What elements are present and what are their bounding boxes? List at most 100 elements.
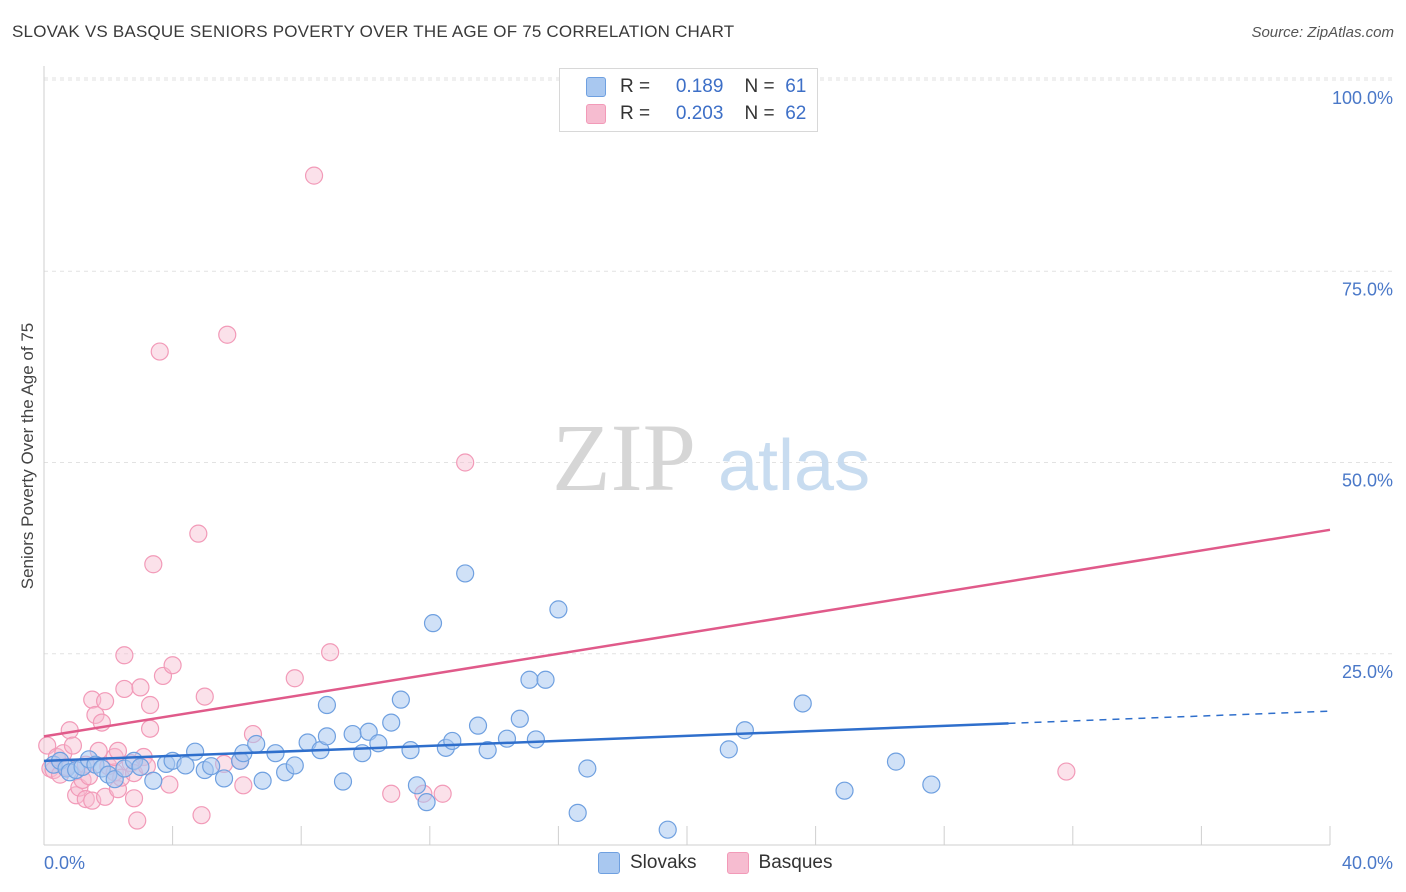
data-point-basques <box>218 325 237 344</box>
legend-swatch-slovaks <box>598 852 620 874</box>
data-point-slovaks <box>568 803 587 822</box>
data-point-slovaks <box>423 614 443 633</box>
data-point-basques <box>433 784 452 803</box>
data-point-basques <box>140 719 160 738</box>
data-point-slovaks <box>468 716 488 735</box>
axes <box>43 66 1331 846</box>
data-point-slovaks <box>401 741 420 760</box>
tick-labels: 25.0% 50.0% 75.0% 100.0% 0.0% 40.0% <box>44 88 1393 873</box>
data-point-slovaks <box>536 670 555 689</box>
data-point-slovaks <box>478 741 497 760</box>
data-point-slovaks <box>253 771 272 790</box>
source-label: Source: ZipAtlas.com <box>1251 24 1394 41</box>
legend-swatch-basques <box>726 852 749 874</box>
data-point-basques <box>456 453 475 472</box>
data-point-basques <box>285 669 304 688</box>
grid-lines <box>44 77 1395 655</box>
data-point-slovaks <box>247 734 266 754</box>
data-point-slovaks <box>214 769 234 788</box>
data-point-basques <box>150 342 169 361</box>
data-point-basques <box>115 679 134 699</box>
data-point-basques <box>124 789 144 808</box>
legend-item-basques: Basques <box>726 852 833 874</box>
data-point-slovaks <box>658 820 677 839</box>
series-legend: Slovaks Basques <box>598 852 862 874</box>
data-point-slovaks <box>886 752 906 771</box>
trend-lines <box>43 528 1331 763</box>
legend-r-value: 0.203 <box>675 103 724 124</box>
data-point-slovaks <box>317 695 337 715</box>
data-point-slovaks <box>391 690 410 709</box>
chart-title: SLOVAK VS BASQUE SENIORS POVERTY OVER TH… <box>12 22 735 41</box>
legend-n-label: N = <box>744 76 775 97</box>
y-tick-label: 25.0% <box>1342 662 1393 682</box>
data-point-slovaks <box>520 670 539 689</box>
data-point-basques <box>1057 762 1076 781</box>
data-point-slovaks <box>186 742 205 761</box>
data-point-slovaks <box>317 727 337 746</box>
y-tick-label: 75.0% <box>1342 279 1393 299</box>
data-point-slovaks <box>285 756 304 775</box>
legend-row-basques: R = 0.203 N = 62 <box>586 101 806 127</box>
legend-label-basques: Basques <box>758 852 833 873</box>
legend-n-value: 61 <box>785 76 807 97</box>
data-point-basques <box>108 741 128 761</box>
data-point-slovaks <box>922 775 941 794</box>
y-tick-label: 100.0% <box>1332 88 1393 108</box>
stats-legend: R = 0.189 N = 61 R = 0.203 N = 62 <box>559 68 818 132</box>
data-point-basques <box>76 789 95 809</box>
data-point-slovaks <box>343 724 362 744</box>
trend-line-slovaks <box>43 722 1009 763</box>
data-point-basques <box>160 775 179 794</box>
data-point-slovaks <box>456 564 475 583</box>
data-point-basques <box>304 166 324 185</box>
data-point-basques <box>234 776 253 795</box>
data-point-slovaks <box>417 793 436 812</box>
trend-line-slovaks-extension <box>1008 710 1331 725</box>
data-point-basques <box>140 695 160 715</box>
watermark: ZIP atlas <box>552 404 870 511</box>
data-point-slovaks <box>793 694 812 713</box>
legend-n-label: N = <box>744 103 775 124</box>
data-point-slovaks <box>382 713 401 732</box>
data-point-basques <box>131 678 150 697</box>
legend-n-value: 62 <box>785 103 807 124</box>
legend-r-value: 0.189 <box>675 76 724 97</box>
data-point-basques <box>163 656 182 675</box>
trend-line-basques <box>43 528 1331 738</box>
data-point-basques <box>128 811 147 830</box>
legend-label-slovaks: Slovaks <box>630 852 697 873</box>
data-point-slovaks <box>578 759 597 778</box>
data-point-slovaks <box>176 756 195 775</box>
data-point-basques <box>382 784 401 803</box>
watermark-zip: ZIP <box>552 404 696 511</box>
data-point-slovaks <box>510 709 529 728</box>
data-point-basques <box>321 643 340 662</box>
data-point-slovaks <box>144 771 163 790</box>
data-point-basques <box>144 555 163 574</box>
series-slovaks-points <box>44 564 941 839</box>
data-point-slovaks <box>131 757 150 777</box>
legend-r-label: R = <box>620 103 651 124</box>
data-point-slovaks <box>497 729 517 748</box>
data-point-slovaks <box>407 776 427 795</box>
data-point-basques <box>192 806 211 825</box>
y-tick-label: 50.0% <box>1342 471 1393 491</box>
legend-swatch-basques <box>586 104 606 124</box>
data-point-slovaks <box>526 730 545 749</box>
data-point-basques <box>95 692 115 711</box>
legend-swatch-slovaks <box>586 77 606 97</box>
data-point-basques <box>115 646 134 665</box>
data-point-slovaks <box>835 781 854 800</box>
data-point-slovaks <box>719 740 738 759</box>
data-point-slovaks <box>549 600 568 619</box>
data-point-slovaks <box>202 757 221 776</box>
x-tick-label-min: 0.0% <box>44 853 85 873</box>
legend-row-slovaks: R = 0.189 N = 61 <box>586 74 806 100</box>
data-point-basques <box>195 687 214 706</box>
data-point-slovaks <box>443 731 462 751</box>
data-point-slovaks <box>735 721 754 740</box>
data-point-basques <box>189 524 208 543</box>
watermark-atlas: atlas <box>718 426 870 506</box>
